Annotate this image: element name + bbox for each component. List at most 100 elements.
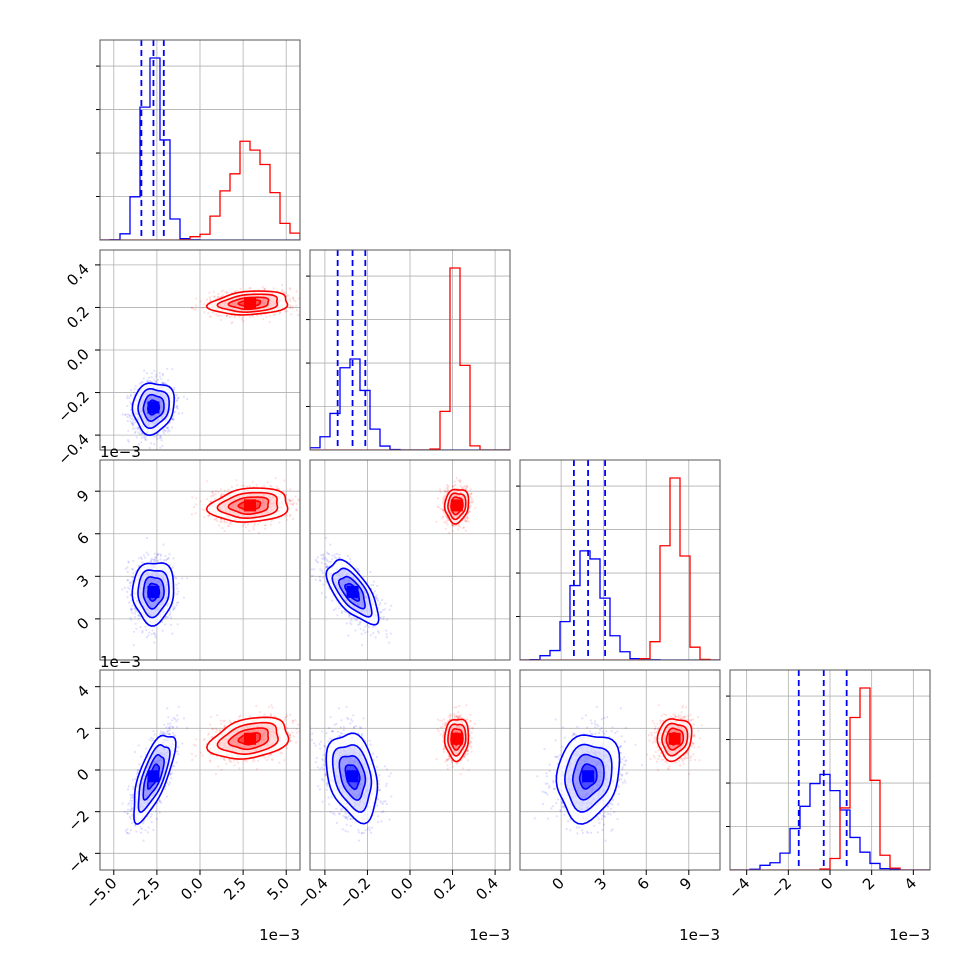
scatter-point <box>377 607 380 610</box>
scatter-point <box>292 297 295 300</box>
scatter-point <box>265 315 268 319</box>
scatter-point <box>131 415 134 418</box>
scatter-point <box>161 381 164 385</box>
scatter-point <box>150 442 153 445</box>
scatter-point <box>313 298 315 300</box>
scatter-point <box>360 632 363 636</box>
histogram-series-1 <box>520 477 720 660</box>
scatter-point <box>225 314 229 317</box>
scatter-point <box>129 408 132 412</box>
scatter-point <box>322 553 325 556</box>
scatter-point <box>172 607 175 610</box>
scatter-point <box>132 423 135 426</box>
scatter-point <box>154 558 157 561</box>
scatter-point <box>291 305 294 308</box>
scatter-point <box>150 372 153 375</box>
scatter-point <box>289 306 292 309</box>
scatter-point <box>223 520 226 523</box>
scatter-point <box>194 308 197 311</box>
scatter-point <box>228 522 232 525</box>
scatter-point <box>126 420 129 423</box>
scatter-point <box>145 629 148 632</box>
scatter-point <box>220 493 224 496</box>
scatter-point <box>168 609 172 613</box>
scatter-point <box>269 314 272 317</box>
scatter-point <box>147 376 150 379</box>
scatter-point <box>173 386 176 389</box>
scatter-point <box>382 618 385 621</box>
scatter-point <box>154 552 157 555</box>
scatter-point <box>219 488 222 491</box>
scatter-point <box>226 292 229 295</box>
scatter-point <box>152 378 155 381</box>
scatter-point <box>278 521 281 524</box>
histogram-panel-1 <box>306 249 511 451</box>
scatter-point <box>199 300 202 303</box>
scatter-point <box>262 318 265 321</box>
scatter-point <box>364 631 367 634</box>
scatter-point <box>166 426 169 429</box>
scatter-point <box>143 437 146 440</box>
scatter-point <box>228 315 231 319</box>
scatter-point <box>173 410 177 413</box>
scatter-point <box>266 481 269 484</box>
scatter-point <box>312 299 314 301</box>
scatter-point <box>169 623 173 626</box>
scatter-point <box>295 304 298 307</box>
density-peak-series-0 <box>147 585 160 598</box>
scatter-point <box>358 621 362 625</box>
scatter-point <box>225 521 229 524</box>
scatter-point <box>213 518 216 521</box>
scatter-point <box>166 616 170 619</box>
scatter-point <box>134 385 137 388</box>
scatter-point <box>145 435 148 438</box>
scatter-point <box>147 634 150 637</box>
scatter-point <box>211 494 214 497</box>
scatter-point <box>135 436 138 439</box>
scatter-point <box>212 494 215 497</box>
scatter-point <box>151 558 154 561</box>
scatter-point <box>162 428 165 431</box>
scatter-point <box>144 556 147 559</box>
scatter-point <box>207 514 211 517</box>
scatter-point <box>175 404 179 408</box>
scatter-point <box>129 420 132 423</box>
scatter-point <box>140 432 143 435</box>
scatter-point <box>144 625 147 628</box>
scatter-point <box>291 296 295 299</box>
scatter-point <box>130 422 133 425</box>
scatter-point <box>313 492 315 494</box>
scatter-point <box>194 503 197 506</box>
scatter-point <box>177 582 180 585</box>
scatter-point <box>134 570 137 573</box>
scatter-point <box>141 561 144 564</box>
scatter-point <box>173 388 176 391</box>
scatter-point <box>248 485 252 488</box>
scatter-point <box>209 315 213 319</box>
scatter-point <box>137 443 140 446</box>
scatter-point <box>254 522 257 525</box>
scatter-point <box>207 514 210 518</box>
scatter-point <box>292 502 295 505</box>
scatter-point <box>176 405 179 408</box>
density-peak-series-0 <box>147 401 160 414</box>
scatter-point <box>163 432 166 435</box>
scatter-point <box>145 372 149 375</box>
scatter-point <box>217 491 220 494</box>
scatter-point <box>225 290 229 293</box>
scatter-point <box>252 526 255 529</box>
scatter-point <box>131 417 134 420</box>
scatter-point <box>129 582 132 585</box>
scatter-point <box>134 420 137 424</box>
scatter-point <box>162 543 165 546</box>
scatter-point <box>216 314 219 317</box>
scatter-point <box>291 518 295 521</box>
scatter-point <box>201 508 204 511</box>
panel-frame <box>99 39 301 241</box>
scatter-point <box>335 557 338 560</box>
scatter-point <box>186 577 189 580</box>
scatter-point <box>325 596 328 599</box>
scatter-point <box>133 616 136 619</box>
scatter-point <box>208 291 211 294</box>
scatter-point <box>269 484 272 487</box>
